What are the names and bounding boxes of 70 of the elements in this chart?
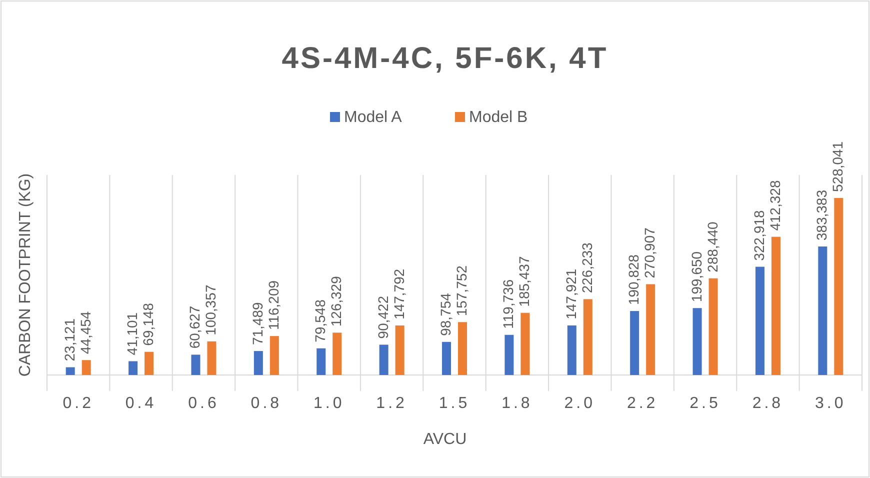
bar (520, 312, 530, 375)
data-label: 41,101 (124, 312, 140, 356)
x-tick-label: 2.0 (564, 395, 596, 412)
x-tick-label: 2.2 (626, 395, 658, 412)
x-tick-label: 0.4 (125, 395, 157, 412)
data-label: 412,328 (766, 180, 783, 231)
bar (207, 341, 216, 375)
data-label: 79,548 (312, 299, 328, 342)
data-label: 147,792 (390, 268, 407, 320)
bar (66, 367, 75, 375)
legend-label: Model A (344, 109, 402, 126)
bar (771, 236, 780, 375)
bar (755, 266, 764, 375)
bar (708, 278, 718, 375)
bar (567, 325, 576, 375)
bar (442, 342, 451, 375)
data-label: 226,233 (578, 242, 595, 294)
bar (191, 354, 200, 375)
data-label: 23,121 (61, 318, 78, 362)
x-tick-label: 2.5 (690, 395, 721, 412)
data-label: 288,440 (704, 222, 720, 272)
x-tick-label: 1.2 (376, 395, 408, 412)
data-label: 147,921 (562, 268, 579, 320)
bar (379, 344, 388, 375)
data-label: 185,437 (516, 256, 532, 307)
x-tick-label: 3.0 (815, 395, 846, 412)
bar (646, 284, 656, 375)
x-tick-label: 0.2 (62, 395, 94, 412)
x-tick-label: 2.8 (752, 395, 784, 412)
data-label: 157,752 (454, 265, 470, 316)
data-label: 199,650 (688, 251, 704, 302)
data-label: 100,357 (202, 284, 219, 336)
data-label: 119,736 (500, 279, 516, 329)
bar (834, 198, 844, 375)
x-axis-title: AVCU (423, 431, 467, 448)
y-axis-title: CARBON FOOTPRINT (KG) (17, 173, 34, 377)
legend-label: Model B (469, 109, 528, 126)
x-tick-label: 1.8 (502, 395, 533, 412)
bar (583, 299, 592, 375)
x-tick-label: 0.6 (188, 395, 220, 412)
data-label: 90,422 (374, 296, 391, 339)
bar (504, 334, 514, 375)
bar (458, 322, 467, 375)
data-label: 322,918 (750, 210, 767, 261)
data-label: 60,627 (186, 306, 203, 349)
data-label: 98,754 (438, 292, 454, 336)
bar (82, 360, 91, 375)
bar (270, 336, 279, 375)
x-tick-label: 1.5 (438, 395, 470, 412)
data-label: 116,209 (265, 280, 282, 330)
data-label: 44,454 (77, 311, 94, 354)
bar (316, 348, 326, 375)
bar (692, 308, 702, 375)
bar (254, 351, 263, 375)
data-label: 528,041 (830, 141, 846, 192)
bar (630, 311, 640, 375)
bar (144, 352, 154, 375)
data-label: 69,148 (140, 302, 156, 346)
bar (128, 361, 138, 375)
x-tick-label: 1.0 (313, 395, 345, 412)
data-label: 190,828 (626, 254, 642, 306)
data-label: 71,489 (249, 302, 266, 346)
chart-title: 4S-4M-4C, 5F-6K, 4T (282, 42, 608, 75)
bar (818, 246, 828, 375)
bar (332, 332, 342, 375)
data-label: 270,907 (642, 227, 658, 278)
data-label: 383,383 (814, 190, 830, 240)
data-label: 126,329 (328, 276, 344, 327)
x-tick-label: 0.8 (250, 395, 282, 412)
bar (395, 325, 404, 375)
